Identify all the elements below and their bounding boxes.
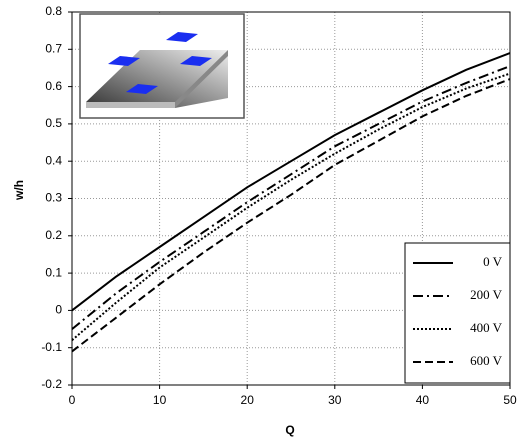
- y-tick-label: 0: [55, 303, 62, 317]
- inset-image: [80, 14, 244, 118]
- y-tick-label: 0.8: [45, 4, 62, 18]
- y-axis-label: w/h: [12, 180, 26, 201]
- x-tick-label: 10: [153, 393, 167, 407]
- legend-label: 600 V: [470, 353, 503, 368]
- chart: w/h Q -0.2 -0.1 0 0.1 0.2 0.3 0.4 0.5 0.6 0.7 0.8 0…: [0, 0, 520, 439]
- x-tick-label: 30: [328, 393, 342, 407]
- x-tick-label: 0: [69, 393, 76, 407]
- legend-label: 400 V: [470, 320, 503, 335]
- legend-label: 0 V: [483, 254, 503, 269]
- y-tick-label: 0.2: [45, 228, 62, 242]
- x-tick-label: 20: [241, 393, 255, 407]
- x-axis-label: Q: [285, 423, 294, 437]
- y-tick-label: 0.3: [45, 191, 62, 205]
- y-tick-label: 0.1: [45, 265, 62, 279]
- y-tick-label: -0.2: [41, 377, 62, 391]
- y-tick-label: 0.5: [45, 116, 62, 130]
- y-tick-label: -0.1: [41, 340, 62, 354]
- x-tick-label: 40: [416, 393, 430, 407]
- y-tick-label: 0.6: [45, 79, 62, 93]
- y-tick-label: 0.4: [45, 153, 62, 167]
- legend-label: 200 V: [470, 287, 503, 302]
- page: w/h Q -0.2 -0.1 0 0.1 0.2 0.3 0.4 0.5 0.6 0.7 0.8 0…: [0, 0, 520, 439]
- x-tick-label: 50: [503, 393, 517, 407]
- y-tick-label: 0.7: [45, 41, 62, 55]
